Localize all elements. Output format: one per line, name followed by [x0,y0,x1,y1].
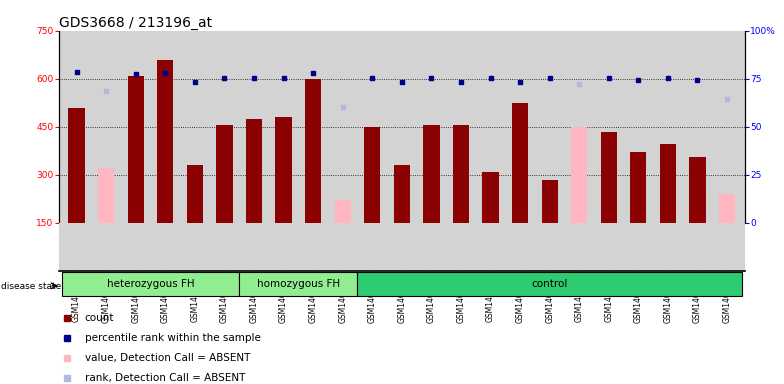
Text: percentile rank within the sample: percentile rank within the sample [85,333,261,343]
Bar [482,172,499,223]
Bar [68,108,85,223]
Bar [275,117,292,223]
Bar [157,60,173,223]
Bar [335,200,350,223]
Text: count: count [85,313,114,323]
Bar [216,125,233,223]
Bar [630,152,647,223]
Bar [246,119,262,223]
Bar [689,157,706,223]
Bar [719,194,735,223]
Bar [601,131,617,223]
Bar [364,127,380,223]
FancyBboxPatch shape [358,272,742,296]
Text: disease state: disease state [1,281,61,291]
Text: control: control [532,279,568,289]
FancyBboxPatch shape [239,272,358,296]
Bar [98,168,114,223]
Text: rank, Detection Call = ABSENT: rank, Detection Call = ABSENT [85,373,245,383]
Bar [187,165,203,223]
Text: GDS3668 / 213196_at: GDS3668 / 213196_at [59,16,212,30]
Bar [394,165,410,223]
Bar [571,127,587,223]
Bar [542,180,557,223]
Text: value, Detection Call = ABSENT: value, Detection Call = ABSENT [85,353,250,363]
Text: homozygous FH: homozygous FH [256,279,340,289]
Text: heterozygous FH: heterozygous FH [107,279,194,289]
Bar [128,76,143,223]
Bar [305,79,321,223]
Bar [423,125,440,223]
Bar [453,125,469,223]
Bar [512,103,528,223]
FancyBboxPatch shape [62,272,239,296]
Bar [660,144,676,223]
